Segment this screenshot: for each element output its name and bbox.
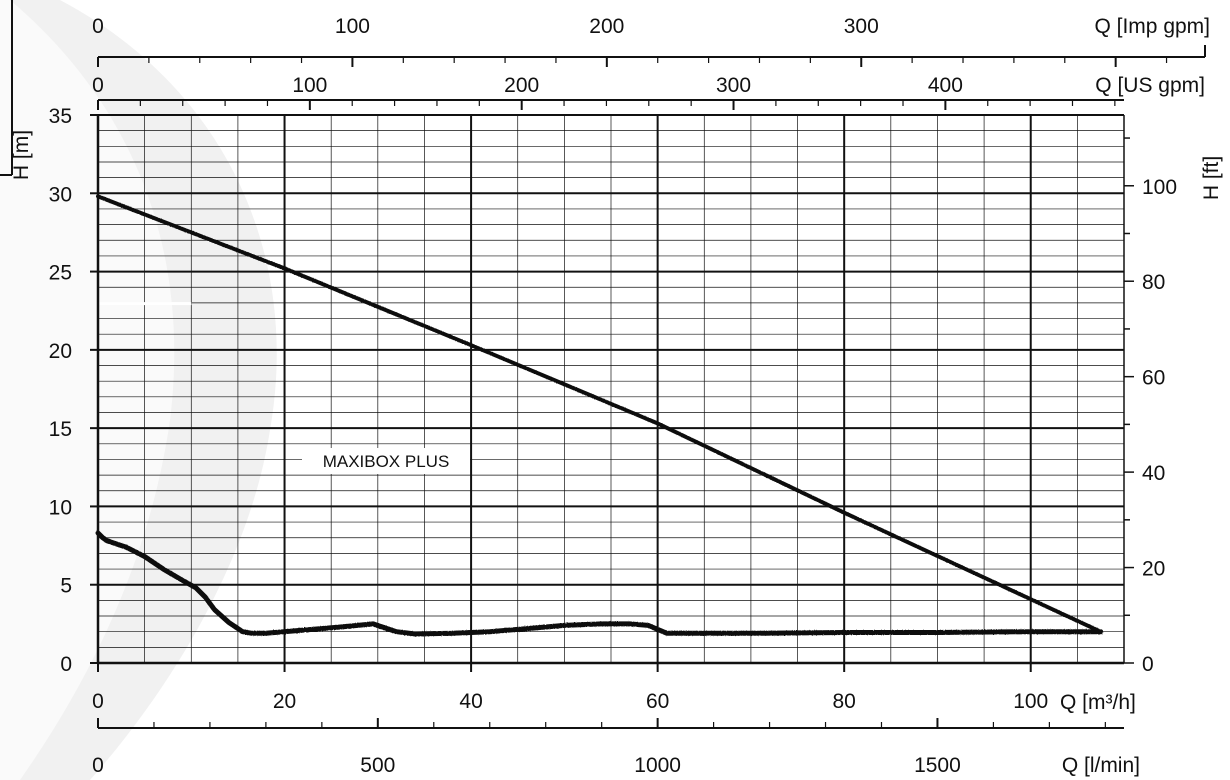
x-tick-label-impgpm: 100 — [335, 15, 370, 38]
y-tick-label-m: 5 — [60, 575, 72, 598]
axes — [0, 0, 1206, 729]
x-tick-label-impgpm: 300 — [844, 15, 879, 38]
y-tick-label-ft: 40 — [1142, 462, 1165, 485]
y-tick-label-ft: 100 — [1142, 176, 1177, 199]
y-tick-label-m: 30 — [49, 183, 72, 206]
x-tick-label-impgpm: 200 — [589, 15, 624, 38]
x-tick-label-m3h: 80 — [833, 690, 856, 713]
annotation-background — [302, 448, 470, 474]
y-tick-label-ft: 60 — [1142, 367, 1165, 390]
x-tick-label-lmin: 500 — [360, 754, 395, 777]
y-tick-label-ft: 0 — [1142, 653, 1154, 676]
y-tick-label-m: 20 — [49, 340, 72, 363]
x-tick-label-lmin: 1500 — [914, 754, 961, 777]
x-tick-label-usgpm: 300 — [716, 74, 751, 97]
y-tick-label-ft: 20 — [1142, 558, 1165, 581]
y-tick-label-ft: 80 — [1142, 271, 1165, 294]
x-tick-label-m3h: 100 — [1013, 690, 1048, 713]
x-axis-label-m3h: Q [m³/h] — [1060, 691, 1136, 714]
x-tick-label-lmin: 1000 — [634, 754, 681, 777]
x-axis-label-lmin: Q [l/min] — [1062, 754, 1140, 777]
annotation-text: MAXIBOX PLUS — [323, 452, 450, 471]
x-tick-label-m3h: 0 — [92, 690, 104, 713]
x-tick-label-lmin: 0 — [92, 754, 104, 777]
x-tick-label-m3h: 40 — [459, 690, 482, 713]
series — [95, 194, 1104, 637]
y-axis-label-ft: H [ft] — [1200, 156, 1223, 200]
grid-gap — [98, 302, 192, 306]
grid — [97, 114, 1125, 664]
y-tick-label-m: 10 — [49, 496, 72, 519]
x-tick-label-impgpm: 0 — [92, 15, 104, 38]
x-tick-label-usgpm: 400 — [928, 74, 963, 97]
x-tick-label-m3h: 60 — [646, 690, 669, 713]
y-axis-label-m: H [m] — [10, 130, 33, 180]
y-tick-label-m: 15 — [49, 418, 72, 441]
x-tick-label-usgpm: 0 — [92, 74, 104, 97]
y-tick-label-m: 0 — [60, 653, 72, 676]
loss-curve-line — [95, 530, 1104, 637]
y-tick-label-m: 35 — [49, 105, 72, 128]
x-axis-label-impgpm: Q [Imp gpm] — [1094, 15, 1210, 38]
x-tick-label-usgpm: 100 — [292, 74, 327, 97]
x-tick-label-usgpm: 200 — [504, 74, 539, 97]
x-axis-label-usgpm: Q [US gpm] — [1095, 74, 1205, 97]
x-tick-label-m3h: 20 — [273, 690, 296, 713]
watermark-swoosh-inner — [0, 0, 175, 780]
annotation-maxibox-plus: MAXIBOX PLUS — [302, 448, 470, 474]
y-tick-label-m: 25 — [49, 262, 72, 285]
pump-curve-line — [96, 194, 1103, 634]
